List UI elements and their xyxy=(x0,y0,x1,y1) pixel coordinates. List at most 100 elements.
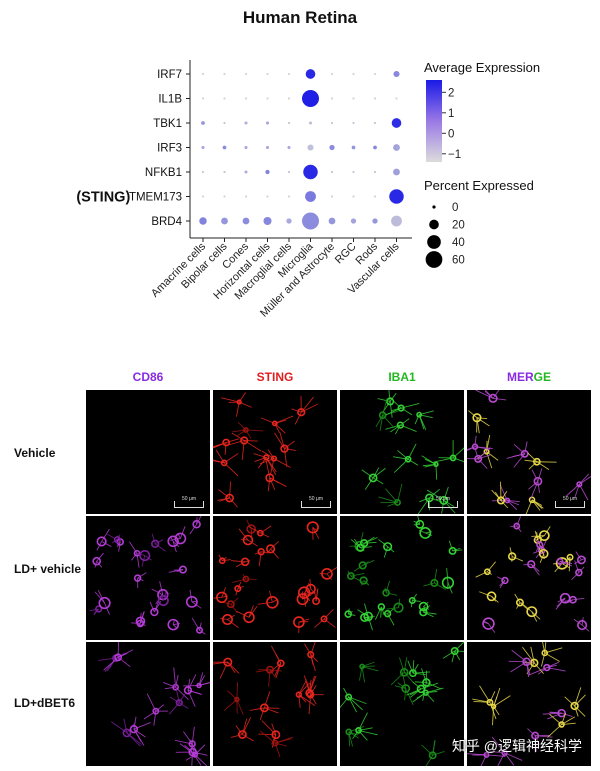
cell-shape xyxy=(385,419,416,434)
color-bar-tick-label: 2 xyxy=(448,87,454,99)
micrograph-merge: 50 μm xyxy=(467,390,591,514)
color-bar-tick-label: 0 xyxy=(448,128,454,140)
size-legend-label: 20 xyxy=(452,220,465,232)
dot xyxy=(286,218,291,223)
dot xyxy=(201,146,204,149)
cell-shape xyxy=(348,571,364,582)
dot xyxy=(393,71,399,77)
cell-shape xyxy=(415,668,441,700)
cell-shape xyxy=(476,435,498,468)
cell-shape xyxy=(107,534,120,542)
dot xyxy=(202,73,204,75)
dot xyxy=(223,122,225,124)
scale-bar-label: 50 μm xyxy=(298,496,334,502)
row-label-vehicle: Vehicle xyxy=(14,446,84,460)
cell-shape xyxy=(345,609,355,618)
gene-label-nfkb1: NFKB1 xyxy=(145,167,182,179)
dot xyxy=(303,165,317,179)
dot xyxy=(331,97,333,99)
cell-shape xyxy=(180,740,208,766)
dot xyxy=(331,122,333,124)
dot xyxy=(352,171,354,173)
cell-shape xyxy=(255,549,268,566)
dot xyxy=(202,97,204,99)
column-label-merge: MERGE xyxy=(467,370,591,384)
gene-label-irf7: IRF7 xyxy=(157,69,182,81)
cell-shape xyxy=(131,717,151,746)
cell-shape xyxy=(574,617,589,631)
dot xyxy=(244,170,247,173)
micrograph-sting xyxy=(213,516,337,640)
cell-shape xyxy=(176,745,208,766)
dot xyxy=(352,73,354,75)
micrograph-iba1: 50 μm xyxy=(340,390,464,514)
dot xyxy=(288,97,290,99)
size-legend-label: 60 xyxy=(452,255,465,267)
scale-bar: 50 μm xyxy=(555,501,585,508)
cell-shape xyxy=(523,561,539,575)
dot xyxy=(351,218,356,223)
micrograph-iba1 xyxy=(340,516,464,640)
size-legend-label: 40 xyxy=(452,237,465,249)
dot xyxy=(392,118,402,128)
dot xyxy=(287,146,290,149)
dot xyxy=(393,169,400,176)
size-legend-title: Percent Expressed xyxy=(424,178,534,193)
color-bar-tick-label: −1 xyxy=(448,149,461,161)
micrograph-image xyxy=(213,642,337,766)
dot xyxy=(221,218,228,225)
dot xyxy=(266,73,268,75)
cell-shape xyxy=(492,688,511,725)
dot xyxy=(223,73,225,75)
dot xyxy=(223,171,225,173)
size-legend-dot xyxy=(432,205,435,208)
cell-shape xyxy=(541,642,562,666)
cell-shape xyxy=(492,482,508,508)
cell-shape xyxy=(553,558,569,572)
color-bar-tick-label: 1 xyxy=(448,108,454,120)
cell-shape xyxy=(434,440,464,462)
cell-shape xyxy=(543,710,573,719)
gene-label-brd4: BRD4 xyxy=(151,216,182,228)
cell-shape xyxy=(93,553,103,567)
cell-shape xyxy=(509,650,530,677)
gene-prefix-label: (STING) xyxy=(76,190,130,206)
cell-shape xyxy=(378,484,402,507)
cell-shape xyxy=(169,566,186,573)
dot xyxy=(245,97,247,99)
micrograph-image xyxy=(340,516,464,640)
cell-shape xyxy=(382,609,394,625)
dot xyxy=(245,73,247,75)
cell-shape xyxy=(340,688,366,712)
cell-shape xyxy=(231,717,254,741)
cell-shape xyxy=(219,555,231,564)
cell-shape xyxy=(190,516,204,534)
dot xyxy=(266,121,269,124)
dot-plot: IRF7IL1BTBK1IRF3NFKB1TMEM173(STING)BRD4A… xyxy=(0,0,600,350)
cell-shape xyxy=(525,453,557,470)
dot xyxy=(374,97,376,99)
dot xyxy=(199,217,206,224)
dot xyxy=(352,195,354,197)
cell-shape xyxy=(213,439,239,455)
cell-shape xyxy=(294,617,309,633)
dot xyxy=(223,97,225,99)
cell-shape xyxy=(104,642,133,670)
cell-shape xyxy=(315,609,336,627)
cell-shape xyxy=(415,411,434,430)
cell-shape xyxy=(472,686,496,719)
dot xyxy=(201,121,205,125)
dot xyxy=(309,121,312,124)
cell-shape xyxy=(510,516,521,531)
merge-label-part2: GE xyxy=(534,370,551,384)
micrograph-image xyxy=(213,516,337,640)
cell-shape xyxy=(476,390,506,402)
cell-shape xyxy=(362,468,386,490)
column-label-sting: STING xyxy=(213,370,337,384)
micrograph-cd86 xyxy=(86,642,210,766)
cell-shape xyxy=(507,441,528,467)
cell-shape xyxy=(525,497,543,514)
dot xyxy=(223,146,227,150)
cell-shape xyxy=(217,482,237,508)
cell-shape xyxy=(187,590,201,608)
